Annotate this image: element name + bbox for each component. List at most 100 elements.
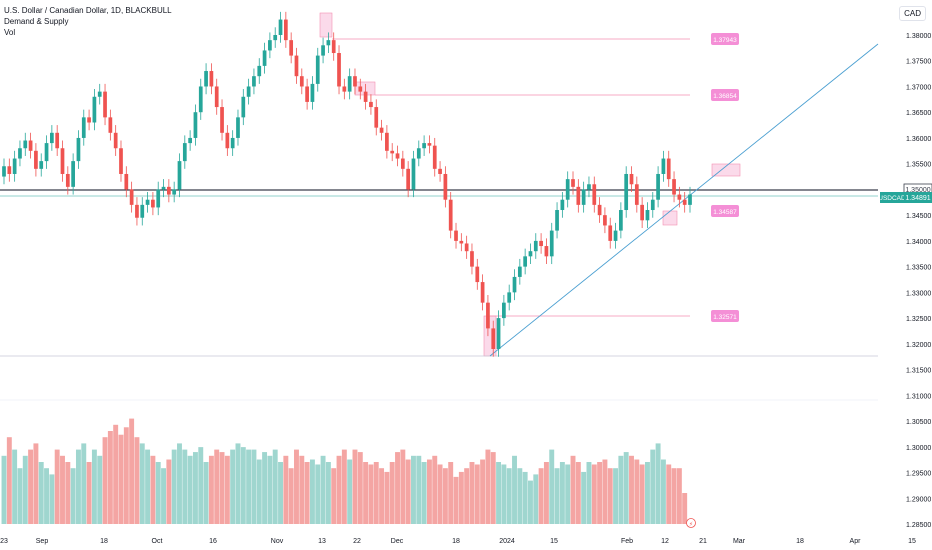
- volume-bar: [81, 443, 87, 524]
- volume-bar: [581, 471, 587, 524]
- y-tick-label: 1.32500: [906, 316, 931, 323]
- volume-bar: [602, 459, 608, 524]
- volume-bar: [384, 471, 390, 524]
- volume-bar: [506, 468, 512, 524]
- x-tick-label: Apr: [850, 538, 862, 545]
- candle-body: [188, 137, 192, 144]
- candle-body: [395, 153, 400, 159]
- x-tick-label: 16: [209, 538, 217, 545]
- candle-body: [565, 179, 570, 200]
- currency-selector[interactable]: CAD: [899, 6, 926, 21]
- zone-price-label-bg: [711, 33, 739, 45]
- candle-body: [571, 179, 575, 187]
- x-tick-label: Oct: [152, 538, 163, 545]
- candle-body: [39, 161, 44, 169]
- candle-body: [268, 40, 272, 51]
- y-tick-label: 1.32000: [906, 342, 931, 349]
- volume-bar: [1, 455, 7, 524]
- candle-body: [81, 117, 86, 138]
- volume-bar: [102, 437, 108, 524]
- lightning-icon: ⚡: [689, 521, 693, 528]
- event-marker-icon: [686, 518, 696, 528]
- candle-body: [28, 140, 33, 151]
- symbol-tag: USDCAD: [878, 195, 906, 202]
- y-tick-label: 1.35500: [906, 162, 931, 169]
- symbol-tag-bg: [880, 192, 904, 203]
- candle-body: [486, 302, 490, 329]
- candle-body: [347, 76, 352, 92]
- volume-bar: [315, 464, 321, 524]
- volume-bar: [33, 443, 39, 524]
- x-tick-label: Dec: [391, 538, 404, 545]
- y-tick-label: 1.30500: [906, 419, 931, 426]
- candle-body: [97, 91, 102, 97]
- indicator-demand-supply[interactable]: Demand & Supply: [4, 17, 69, 26]
- candle-body: [358, 86, 363, 92]
- candle-body: [353, 76, 357, 87]
- candle-body: [230, 137, 235, 149]
- y-tick-label: 1.34500: [906, 213, 931, 220]
- candle-body: [7, 166, 12, 174]
- volume-bar: [28, 449, 34, 524]
- candle-body: [71, 161, 75, 187]
- volume-bar: [442, 468, 448, 524]
- candle-body: [113, 132, 118, 149]
- candle-body: [60, 148, 65, 174]
- candle-body: [92, 96, 97, 123]
- volume-bar: [448, 462, 454, 524]
- indicator-volume[interactable]: Vol: [4, 28, 16, 37]
- candle-body: [369, 101, 373, 108]
- candle-body: [241, 96, 246, 118]
- candle-body: [182, 143, 187, 162]
- volume-bar: [278, 462, 283, 524]
- support-price-tag: 1.35000: [905, 187, 930, 194]
- candle-body: [321, 45, 325, 56]
- volume-bar: [607, 468, 613, 524]
- candle-body: [18, 148, 22, 159]
- candle-body: [624, 173, 629, 211]
- volume-bar: [379, 468, 385, 524]
- volume-bar: [490, 452, 496, 524]
- volume-bar: [426, 459, 432, 524]
- volume-bar: [70, 468, 76, 524]
- volume-bar: [368, 464, 374, 524]
- volume-bar: [411, 455, 416, 524]
- candle-body: [672, 179, 676, 195]
- candle-body: [172, 189, 177, 195]
- candle-body: [44, 143, 49, 162]
- candle-body: [289, 40, 294, 56]
- candle-body: [305, 86, 309, 102]
- candle-body: [55, 132, 60, 149]
- chart-title: U.S. Dollar / Canadian Dollar, 1D, BLACK…: [4, 6, 172, 15]
- y-tick-label: 1.29000: [906, 496, 931, 503]
- volume-bar: [405, 459, 411, 524]
- candle-body: [400, 158, 405, 169]
- volume-bar: [177, 443, 182, 524]
- y-tick-label: 1.30000: [906, 445, 931, 452]
- volume-bar: [400, 449, 406, 524]
- candle-body: [438, 168, 442, 174]
- volume-bar: [118, 434, 124, 524]
- volume-bar: [54, 449, 60, 524]
- candle-body: [480, 282, 485, 303]
- candle-body: [613, 230, 618, 241]
- volume-bar: [17, 468, 23, 524]
- candle-body: [523, 256, 528, 267]
- candle-body: [2, 166, 6, 177]
- volume-bar: [331, 468, 337, 524]
- volume-bar: [336, 455, 342, 524]
- volume-bar: [182, 449, 188, 524]
- candle-body: [87, 117, 91, 123]
- candle-body: [464, 243, 469, 252]
- candle-body: [640, 204, 645, 221]
- x-tick-label: Feb: [621, 538, 633, 545]
- candle-body: [315, 55, 320, 84]
- volume-bar: [565, 464, 571, 524]
- candle-body: [443, 173, 448, 200]
- volume-bar: [543, 462, 549, 524]
- candle-body: [645, 210, 650, 221]
- candle-body: [151, 199, 155, 208]
- candle-body: [634, 184, 639, 205]
- volume-bar: [533, 474, 539, 524]
